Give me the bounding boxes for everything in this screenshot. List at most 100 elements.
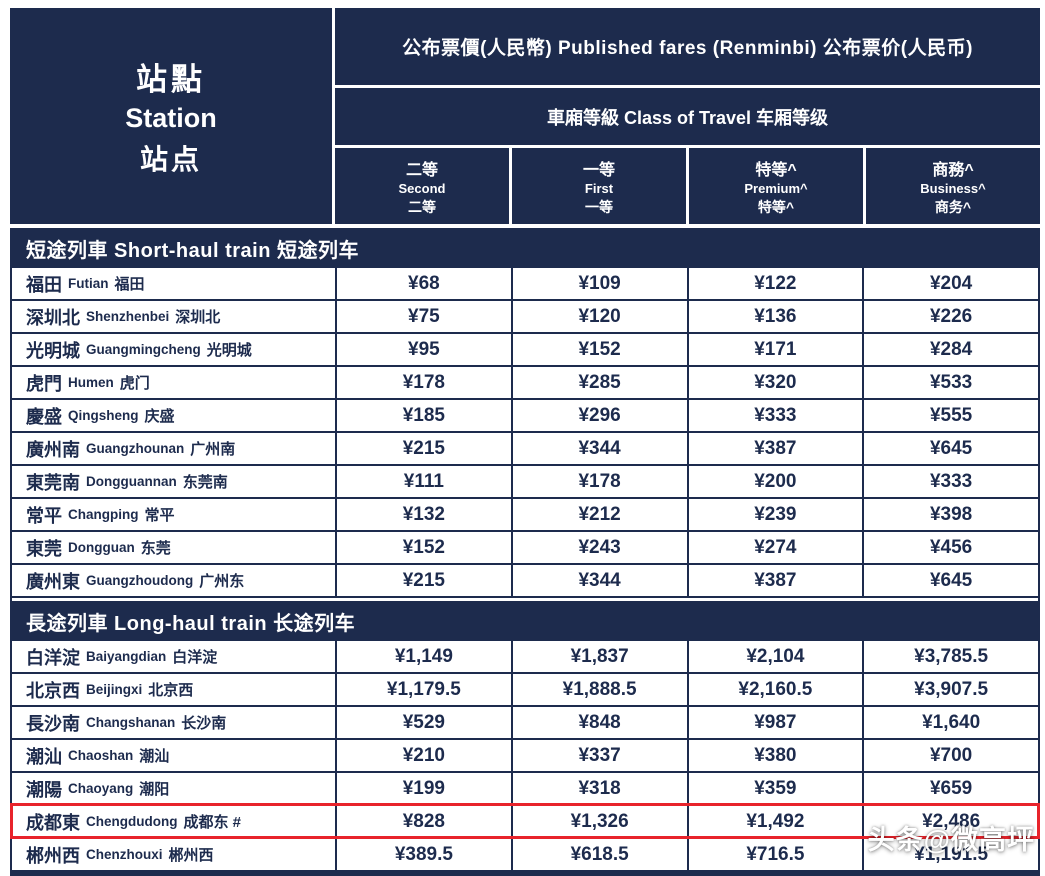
station-name-part: Guangzhounan [86, 441, 185, 456]
station-name-part: 光明城 [26, 340, 80, 361]
station-name-part: 郴州西 [26, 845, 80, 866]
station-name-part: Changshanan [86, 715, 176, 730]
fare-cell: ¥555 [862, 400, 1038, 431]
station-name-part: 潮阳 [139, 781, 170, 798]
class-column-header: 二等 Second 二等 [335, 148, 509, 224]
fare-cell: ¥987 [686, 707, 863, 738]
table-row: 廣州南 Guangzhounan 广州南 ¥215 ¥344 ¥387 ¥645 [12, 433, 1038, 466]
station-name-part: 慶盛 [26, 406, 62, 427]
table-body: 短途列車 Short-haul train 短途列车 福田 Futian 福田 ¥68 ¥… [10, 228, 1040, 872]
class-column-header-line: First [584, 180, 614, 196]
fare-cell: ¥456 [862, 532, 1038, 563]
fare-cell: ¥199 [335, 773, 511, 804]
station-name-part: 潮陽 [26, 779, 62, 800]
section-header: 短途列車 Short-haul train 短途列车 [12, 228, 1038, 268]
station-name-part: Guangmingcheng [86, 342, 201, 357]
station-name-part: 郴州西 [168, 847, 214, 864]
fare-cell: ¥318 [510, 773, 687, 804]
station-name-part: 深圳北 [175, 309, 221, 326]
table-row-highlighted: 成都東 Chengdudong 成都东 # ¥828 ¥1,326 ¥1,492 ¥2,48… [10, 803, 1040, 839]
table-row: 深圳北 Shenzhenbei 深圳北 ¥75 ¥120 ¥136 ¥226 [12, 301, 1038, 334]
class-column-header-line: 一等 [585, 198, 613, 215]
published-fares-title: 公布票價(人民幣) Published fares (Renminbi) 公布票… [335, 8, 1040, 88]
fare-cell: ¥204 [862, 268, 1038, 299]
table-row: 福田 Futian 福田 ¥68 ¥109 ¥122 ¥204 [12, 268, 1038, 301]
station-name-part: 常平 [26, 505, 62, 526]
fare-cell: ¥337 [510, 740, 687, 771]
station-name-part: 虎門 [26, 373, 62, 394]
station-name-part: 長沙南 [26, 713, 80, 734]
fare-cell: ¥226 [862, 301, 1038, 332]
table-row: 虎門 Humen 虎门 ¥178 ¥285 ¥320 ¥533 [12, 367, 1038, 400]
table-row: 潮汕 Chaoshan 潮汕 ¥210 ¥337 ¥380 ¥700 [12, 740, 1038, 773]
table-row: 郴州西 Chenzhouxi 郴州西 ¥389.5 ¥618.5 ¥716.5 ¥1,191… [12, 839, 1038, 872]
station-name-part: 福田 [26, 274, 62, 295]
fare-cell: ¥178 [335, 367, 511, 398]
fare-cell: ¥285 [510, 367, 687, 398]
station-cell: 常平 Changping 常平 [12, 499, 335, 530]
table-row: 潮陽 Chaoyang 潮阳 ¥199 ¥318 ¥359 ¥659 [12, 773, 1038, 806]
station-name-part: 庆盛 [144, 408, 175, 425]
station-cell: 廣州南 Guangzhounan 广州南 [12, 433, 335, 464]
table-row: 長沙南 Changshanan 长沙南 ¥529 ¥848 ¥987 ¥1,640 [12, 707, 1038, 740]
station-name-part: 广州南 [190, 441, 236, 458]
fare-cell: ¥1,326 [510, 806, 687, 837]
station-header-english: Station [125, 103, 217, 133]
class-column-header-line: 二等 [405, 161, 438, 179]
station-cell: 潮陽 Chaoyang 潮阳 [12, 773, 335, 804]
station-name-part: Chaoshan [68, 748, 134, 763]
station-name-part: 白洋淀 [26, 647, 80, 668]
fare-cell: ¥284 [862, 334, 1038, 365]
fare-cell: ¥171 [686, 334, 863, 365]
table-row: 慶盛 Qingsheng 庆盛 ¥185 ¥296 ¥333 ¥555 [12, 400, 1038, 433]
table-row: 東莞 Dongguan 东莞 ¥152 ¥243 ¥274 ¥456 [12, 532, 1038, 565]
station-name-part: 成都东 # [183, 814, 241, 831]
fare-cell: ¥333 [686, 400, 863, 431]
section-header: 長途列車 Long-haul train 长途列车 [12, 601, 1038, 641]
fare-cell: ¥848 [510, 707, 687, 738]
station-name-part: 廣州南 [26, 439, 80, 460]
table-row: 光明城 Guangmingcheng 光明城 ¥95 ¥152 ¥171 ¥284 [12, 334, 1038, 367]
fare-cell: ¥645 [862, 433, 1038, 464]
fare-cell: ¥75 [335, 301, 511, 332]
class-column-header: 一等 First 一等 [509, 148, 686, 224]
fare-cell: ¥185 [335, 400, 511, 431]
class-column-header-line: 商務^ [932, 161, 974, 179]
fare-cell: ¥296 [510, 400, 687, 431]
station-cell: 北京西 Beijingxi 北京西 [12, 674, 335, 705]
table-row: 東莞南 Dongguannan 东莞南 ¥111 ¥178 ¥200 ¥333 [12, 466, 1038, 499]
fare-cell: ¥210 [335, 740, 511, 771]
fare-cell: ¥659 [862, 773, 1038, 804]
station-name-part: Humen [68, 375, 114, 390]
class-of-travel-title: 車廂等級 Class of Travel 车厢等级 [335, 88, 1040, 148]
fare-cell: ¥333 [862, 466, 1038, 497]
fare-cell: ¥3,907.5 [862, 674, 1038, 705]
fare-cell: ¥152 [510, 334, 687, 365]
station-name-part: 虎门 [119, 375, 150, 392]
fare-cell: ¥344 [510, 565, 687, 596]
station-name-part: Guangzhoudong [86, 573, 194, 588]
fares-header-block: 公布票價(人民幣) Published fares (Renminbi) 公布票… [335, 8, 1040, 224]
fare-cell: ¥828 [335, 806, 511, 837]
watermark: 头条@微高坪 [867, 825, 1035, 855]
fare-cell: ¥1,191.5 [862, 839, 1038, 870]
station-name-part: 廣州東 [26, 571, 80, 592]
station-name-part: Baiyangdian [86, 649, 167, 664]
station-header-cell: 站點 Station 站点 [10, 8, 335, 224]
fare-cell: ¥1,149 [335, 641, 511, 672]
fare-cell: ¥387 [686, 433, 863, 464]
station-cell: 東莞 Dongguan 东莞 [12, 532, 335, 563]
fare-cell: ¥95 [335, 334, 511, 365]
station-name-part: 北京西 [148, 682, 194, 699]
station-cell: 潮汕 Chaoshan 潮汕 [12, 740, 335, 771]
fare-cell: ¥132 [335, 499, 511, 530]
class-column-header-line: 商务^ [934, 198, 972, 215]
station-cell: 白洋淀 Baiyangdian 白洋淀 [12, 641, 335, 672]
fare-cell: ¥359 [686, 773, 863, 804]
station-name-part: 长沙南 [181, 715, 227, 732]
fare-cell: ¥243 [510, 532, 687, 563]
fare-table: 站點 Station 站点 公布票價(人民幣) Published fares … [10, 8, 1040, 872]
fare-cell: ¥2,160.5 [686, 674, 863, 705]
station-name-part: 北京西 [26, 680, 80, 701]
station-cell: 成都東 Chengdudong 成都东 # [12, 806, 335, 837]
